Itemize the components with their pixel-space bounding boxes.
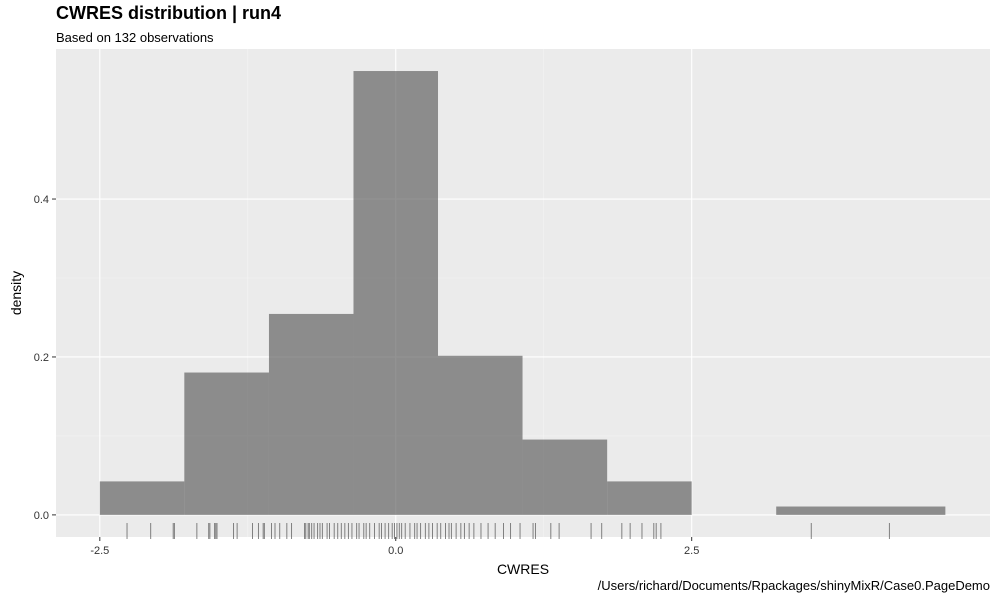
y-tick-label: 0.2 <box>34 352 49 364</box>
histogram-bar <box>776 506 946 515</box>
histogram-bar <box>268 313 354 515</box>
chart-title: CWRES distribution | run4 <box>56 3 282 23</box>
histogram-bar <box>353 71 439 515</box>
histogram-bar <box>184 372 269 515</box>
y-axis-ticks: 0.0 0.2 0.4 <box>34 194 56 522</box>
x-axis-title: CWRES <box>497 561 549 577</box>
x-axis-ticks: -2.5 0.0 2.5 <box>90 537 699 557</box>
y-tick-label: 0.0 <box>34 510 49 522</box>
histogram-bar <box>99 481 185 515</box>
y-axis-title: density <box>8 271 24 315</box>
x-tick-label: 2.5 <box>684 545 699 557</box>
x-tick-label: -2.5 <box>90 545 109 557</box>
histogram-bars <box>99 71 946 515</box>
rug-marks <box>126 523 890 539</box>
histogram-bar <box>607 481 692 515</box>
histogram-bar <box>438 355 523 515</box>
histogram-bar <box>522 439 608 515</box>
x-tick-label: 0.0 <box>388 545 403 557</box>
chart-subtitle: Based on 132 observations <box>56 30 214 45</box>
y-tick-label: 0.4 <box>34 194 49 206</box>
chart-caption: /Users/richard/Documents/Rpackages/shiny… <box>597 578 990 593</box>
